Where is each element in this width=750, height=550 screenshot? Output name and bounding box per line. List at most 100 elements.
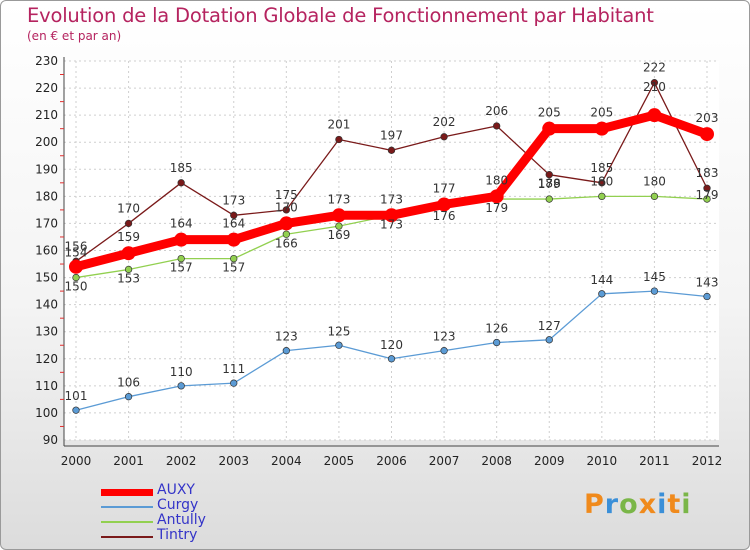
auxy-point [279, 216, 294, 231]
y-tick-label: 130 [35, 325, 58, 339]
x-tick-label: 2000 [61, 454, 92, 468]
x-tick-label: 2010 [587, 454, 618, 468]
grid [64, 60, 719, 441]
antully-data-label: 153 [117, 271, 140, 285]
tintry-data-label: 202 [433, 115, 456, 129]
curgy-point [650, 287, 659, 295]
auxy-data-label: 210 [643, 80, 666, 94]
antully-point [177, 254, 185, 263]
curgy-point [440, 347, 448, 355]
antully-data-label: 179 [696, 188, 719, 202]
tintry-data-label: 197 [380, 128, 403, 142]
legend-swatch [101, 536, 153, 538]
auxy-point [226, 232, 241, 247]
logo-letter: x [638, 489, 658, 520]
auxy-data-label: 164 [222, 217, 245, 231]
y-tick-label: 140 [35, 298, 58, 312]
auxy-data-label: 173 [327, 192, 350, 206]
antully-data-label: 173 [380, 217, 403, 231]
y-tick-label: 110 [35, 379, 58, 393]
y-tick-label: 230 [35, 54, 58, 68]
tintry-point [335, 135, 343, 144]
tintry-data-label: 222 [643, 61, 666, 75]
tintry-point [230, 211, 238, 219]
x-tick-label: 2006 [376, 454, 407, 468]
y-tick-label: 160 [35, 244, 58, 258]
curgy-point [230, 379, 238, 387]
curgy-point [177, 382, 185, 390]
tintry-point [387, 146, 396, 154]
logo-letter: o [619, 489, 639, 520]
tintry-point [124, 219, 133, 228]
auxy-data-label: 154 [65, 246, 88, 260]
tintry-point [650, 79, 659, 87]
antully-point [650, 192, 659, 201]
tintry-point [493, 122, 501, 130]
x-tick-label: 2011 [639, 454, 670, 468]
auxy-data-label: 177 [433, 181, 456, 195]
auxy-point [489, 189, 504, 204]
antully-data-label: 150 [65, 280, 88, 294]
curgy-data-label: 125 [327, 324, 350, 338]
auxy-data-label: 170 [275, 200, 298, 214]
curgy-data-label: 120 [380, 338, 403, 352]
y-tick-label: 150 [35, 271, 58, 285]
x-tick-label: 2012 [692, 454, 723, 468]
antully-point [598, 192, 606, 201]
auxy-point [331, 208, 346, 223]
tintry-data-label: 185 [170, 161, 193, 175]
antully-data-label: 180 [643, 174, 666, 188]
legend-swatch [101, 521, 153, 523]
antully-data-label: 157 [222, 261, 245, 275]
antully-point [124, 265, 133, 274]
legend-swatch [101, 506, 153, 508]
auxy-data-label: 159 [117, 230, 140, 244]
x-tick-label: 2008 [481, 454, 512, 468]
auxy-point [647, 108, 662, 123]
logo-letter: i [657, 489, 668, 520]
legend-label: Tintry [157, 527, 198, 543]
x-tick-label: 2007 [429, 454, 460, 468]
axes: 90 100 110 120 130 140 150 160 170 180 190 200 210 22… [35, 54, 722, 468]
auxy-point [384, 208, 399, 223]
antully-data-label: 179 [485, 201, 508, 215]
curgy-data-label: 106 [117, 376, 140, 390]
proxiti-logo: Proxiti [584, 489, 692, 520]
curgy-point [282, 347, 290, 355]
series-layer [69, 79, 714, 414]
auxy-data-label: 180 [485, 173, 508, 187]
curgy-data-label: 110 [170, 365, 193, 379]
y-tick-label: 190 [35, 162, 58, 176]
curgy-point [387, 355, 396, 363]
logo-letter: i [681, 489, 692, 520]
auxy-point [594, 121, 609, 136]
tintry-point [703, 184, 711, 192]
tintry-data-label: 185 [590, 161, 613, 175]
auxy-point [542, 121, 557, 136]
tintry-point [177, 179, 185, 187]
antully-point [282, 230, 290, 238]
antully-data-label: 169 [327, 228, 350, 242]
auxy-point [174, 232, 189, 247]
tintry-data-label: 206 [485, 104, 508, 118]
tintry-point [598, 179, 606, 187]
legend-swatch [101, 488, 153, 496]
curgy-point [703, 292, 711, 301]
tintry-data-label: 175 [275, 188, 298, 202]
auxy-data-label: 205 [590, 106, 613, 120]
tintry-data-label: 170 [117, 201, 140, 215]
y-tick-label: 200 [35, 135, 58, 149]
logo-letter: P [584, 489, 605, 520]
tintry-data-label: 183 [696, 166, 719, 180]
auxy-point [437, 197, 452, 212]
curgy-data-label: 145 [643, 270, 666, 284]
legend-label: Curgy [157, 497, 199, 513]
y-tick-label: 210 [35, 108, 58, 122]
curgy-point [335, 341, 343, 349]
chart-subtitle: (en € et par an) [27, 29, 122, 43]
x-tick-label: 2001 [113, 454, 144, 468]
antully-data-label: 180 [590, 174, 613, 188]
curgy-point [598, 290, 606, 298]
